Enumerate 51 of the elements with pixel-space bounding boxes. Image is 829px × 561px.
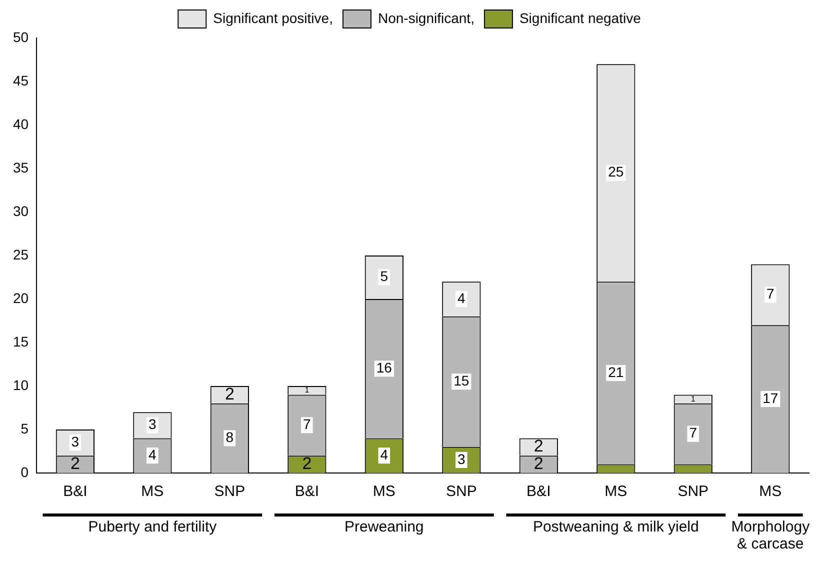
data-label: 21 xyxy=(608,364,624,380)
y-tick-label: 30 xyxy=(12,202,29,219)
text: Preweaning xyxy=(344,518,424,536)
data-label: 2 xyxy=(302,454,312,473)
y-tick-label: 35 xyxy=(12,159,29,176)
y-tick-label: 10 xyxy=(12,376,29,393)
y-tick-label: 40 xyxy=(12,116,29,132)
x-tick-label: MS xyxy=(759,483,782,500)
x-tick-label: SNP xyxy=(678,483,709,500)
data-label: 3 xyxy=(458,450,466,467)
data-label: 17 xyxy=(762,390,778,406)
data-label: 3 xyxy=(71,433,80,450)
x-tick-label: SNP xyxy=(214,483,246,500)
data-label: 1 xyxy=(690,394,696,404)
x-tick-label: MS xyxy=(372,483,396,500)
x-tick-label: B&I xyxy=(526,483,551,500)
data-label: 7 xyxy=(689,424,698,441)
data-label: 8 xyxy=(226,429,234,446)
data-label: 3 xyxy=(148,416,157,432)
y-tick-label: 20 xyxy=(12,290,29,306)
data-label: 4 xyxy=(148,446,157,462)
data-label: 2 xyxy=(224,384,234,404)
data-label: 15 xyxy=(454,372,470,389)
x-tick-label: SNP xyxy=(446,483,477,500)
text: Puberty and fertility xyxy=(88,518,218,536)
y-tick-label: 0 xyxy=(20,464,29,480)
y-tick-label: 5 xyxy=(20,420,29,436)
data-label: 4 xyxy=(380,446,388,462)
y-tick-label: 45 xyxy=(12,72,29,88)
data-label: 16 xyxy=(376,359,392,376)
data-label: 2 xyxy=(70,454,80,473)
text: Postweaning & milk yield xyxy=(532,518,699,536)
y-tick-label: 15 xyxy=(12,333,29,350)
data-label: 7 xyxy=(766,286,774,302)
x-tick-label: MS xyxy=(604,483,628,500)
x-tick-label: B&I xyxy=(63,483,88,500)
data-label: 4 xyxy=(458,290,466,306)
legend-label: Non-significant, xyxy=(378,10,474,26)
data-label: 5 xyxy=(380,268,388,284)
data-label: 7 xyxy=(303,416,312,432)
text: Morphology & carcase xyxy=(731,518,810,553)
legend-label: Significant positive, xyxy=(213,10,333,26)
y-tick-label: 25 xyxy=(12,246,29,262)
legend-label: Significant negative xyxy=(519,10,642,26)
data-label: 25 xyxy=(608,164,624,180)
x-tick-label: MS xyxy=(141,483,164,500)
x-tick-label: B&I xyxy=(294,483,320,500)
data-label: 2 xyxy=(534,436,544,456)
data-label: 2 xyxy=(534,454,544,473)
data-label: 1 xyxy=(304,386,310,395)
y-tick-label: 50 xyxy=(12,28,29,45)
